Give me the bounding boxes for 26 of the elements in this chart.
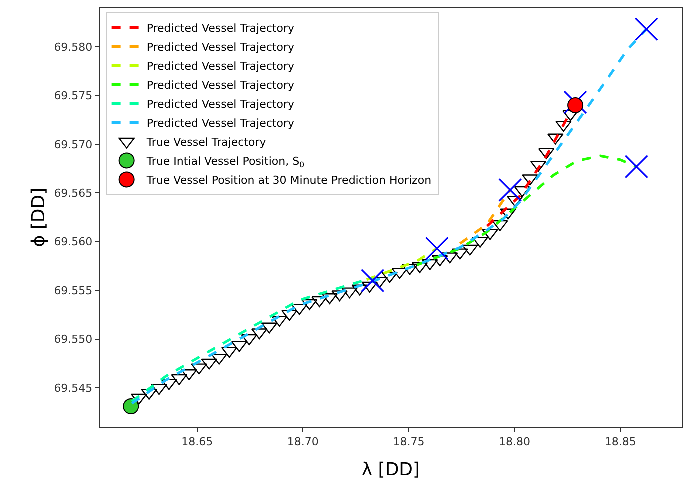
- legend-label: True Vessel Trajectory: [146, 136, 267, 149]
- y-tick-label: 69.575: [54, 90, 93, 103]
- y-axis-title: ϕ [DD]: [28, 188, 50, 248]
- x-tick-label: 18.80: [499, 435, 531, 448]
- x-axis-title: λ [DD]: [362, 459, 420, 480]
- y-tick-label: 69.555: [54, 284, 93, 298]
- x-tick-label: 18.70: [287, 435, 319, 448]
- x-tick-label: 18.85: [604, 435, 636, 448]
- y-tick-label: 69.570: [54, 138, 93, 152]
- legend-label: True Vessel Position at 30 Minute Prediction Horizon: [146, 174, 432, 187]
- legend-label: Predicted Vessel Trajectory: [146, 116, 295, 130]
- y-tick-label: 69.545: [54, 382, 93, 395]
- legend-label: Predicted Vessel Trajectory: [146, 60, 295, 73]
- point: [361, 269, 385, 293]
- legend-label: Predicted Vessel Trajectory: [146, 78, 295, 92]
- point: [568, 97, 584, 114]
- legend-label: Predicted Vessel Trajectory: [146, 98, 295, 111]
- legend-label: Predicted Vessel Trajectory: [146, 22, 295, 35]
- y-tick-label: 69.550: [54, 333, 93, 346]
- y-tick-label: 69.565: [54, 186, 93, 200]
- legend-label: True Intial Vessel Position, S$_{0}$: [146, 154, 305, 170]
- x-tick-label: 18.75: [393, 435, 425, 448]
- y-tick-label: 69.580: [54, 40, 93, 54]
- legend-label: Predicted Vessel Trajectory: [146, 40, 295, 54]
- x-tick-label: 18.65: [182, 435, 214, 448]
- y-tick-label: 69.560: [54, 236, 93, 249]
